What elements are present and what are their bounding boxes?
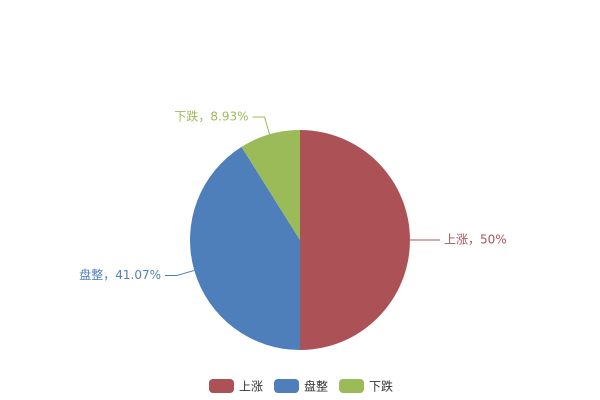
data-label: 上涨，50% [444,232,507,247]
pie-slice [300,130,410,350]
legend-label: 下跌 [369,379,393,394]
pie-slice [241,130,300,240]
data-label: 下跌，8.93% [174,109,248,124]
legend-label: 盘整 [304,379,328,394]
legend-label: 上涨 [239,379,263,394]
legend-swatch [339,379,365,393]
leader-line [252,116,271,135]
pie-slice [189,146,300,350]
leader-line [165,269,195,276]
legend-swatch [274,379,300,393]
data-label: 盘整，41.07% [79,267,161,282]
legend-swatch [209,379,234,393]
